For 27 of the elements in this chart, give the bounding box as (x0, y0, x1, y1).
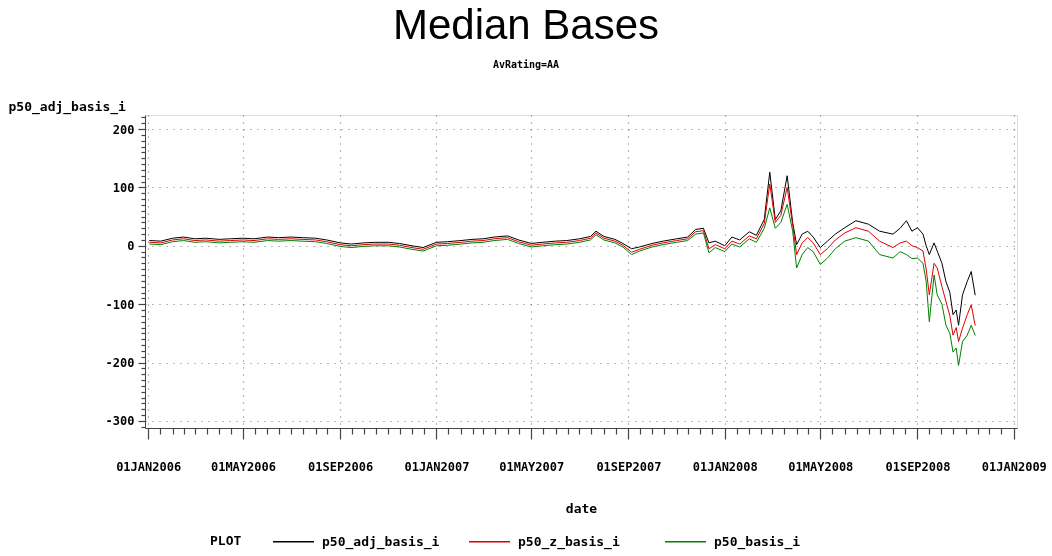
line-series (149, 171, 976, 326)
chart-subtitle: AvRating=AA (492, 59, 560, 70)
line-series (149, 183, 976, 343)
x-tick-label: 01MAY2006 (210, 459, 276, 474)
x-tick-label: 01JAN2006 (116, 459, 182, 474)
y-tick-label: -200 (105, 356, 135, 371)
line-series (149, 203, 976, 367)
y-tick-label: -100 (105, 297, 135, 312)
legend-label: p50_adj_basis_i (322, 533, 440, 550)
x-tick-label: 01JAN2008 (692, 459, 758, 474)
y-tick-label: 100 (112, 180, 135, 195)
x-tick-label: 01MAY2007 (499, 459, 565, 474)
x-tick-label: 01JAN2007 (404, 459, 470, 474)
chart-title: Median Bases (392, 1, 660, 48)
x-tick-label: 01MAY2008 (788, 459, 854, 474)
x-tick-label: 01SEP2006 (308, 459, 374, 474)
legend-title: PLOT (210, 533, 242, 548)
legend-label: p50_basis_i (714, 533, 801, 550)
y-tick-label: 200 (112, 122, 135, 137)
x-tick-label: 01SEP2007 (596, 459, 662, 474)
y-tick-label: 0 (127, 239, 135, 254)
y-axis-title: p50_adj_basis_i (8, 98, 127, 115)
legend-label: p50_z_basis_i (518, 533, 620, 550)
x-tick-label: 01SEP2008 (885, 459, 951, 474)
x-tick-label: 01JAN2009 (981, 459, 1047, 474)
x-axis-title: date (565, 500, 598, 516)
y-tick-label: -300 (105, 414, 135, 429)
